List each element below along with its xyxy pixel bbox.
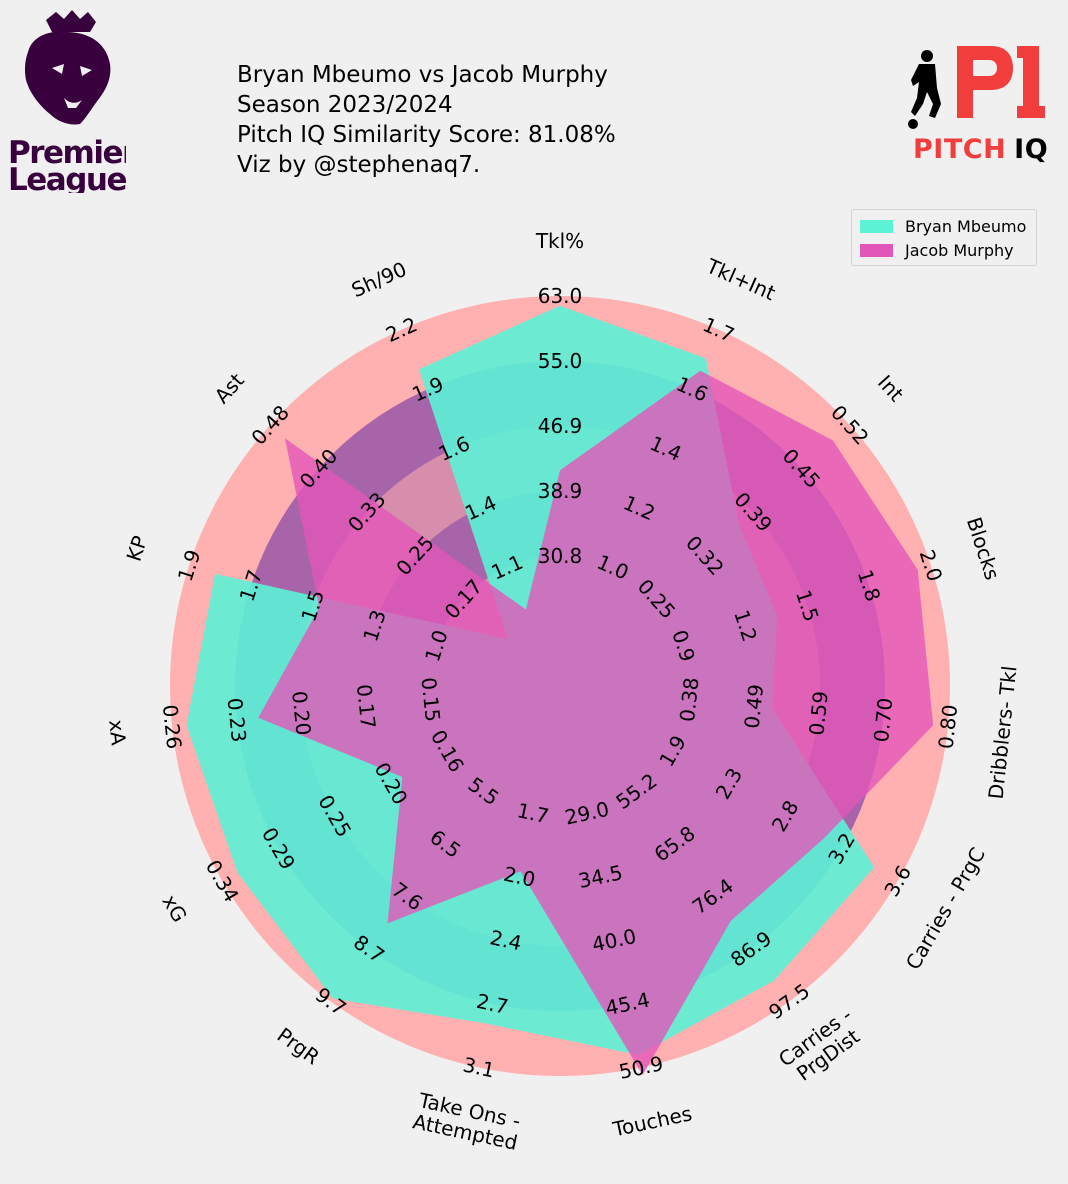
param-label-line: Blocks [962, 514, 1005, 583]
param-label-prgr: PrgR [273, 1023, 325, 1070]
brand-name-text: PITCH IQ [913, 134, 1048, 165]
param-label-line: Int [873, 370, 909, 406]
param-label-dribblers-tkl: Dribblers- Tkl [984, 665, 1022, 801]
param-label-line: KP [121, 533, 152, 564]
param-label-line: Touches [610, 1101, 694, 1141]
tick-label-xa-1: 0.15 [416, 676, 445, 723]
param-label-xa: xA [104, 719, 131, 747]
legend-label-mbeumo: Bryan Mbeumo [905, 216, 1027, 236]
param-label-line: Dribblers- Tkl [984, 665, 1022, 801]
tick-label-tkl-4: 55.0 [538, 349, 583, 373]
lion-head-icon [24, 31, 111, 125]
logo-league-text: League [8, 162, 126, 193]
logo-premier-text: Premier [8, 135, 126, 171]
tick-label-tkl-3: 46.9 [538, 414, 583, 438]
param-label-take-ons-attempted: Take Ons -Attempted [411, 1088, 525, 1155]
tick-label-dribblers-tkl-3: 0.59 [804, 690, 833, 737]
param-label-blocks: Blocks [962, 514, 1005, 583]
title-similarity: Pitch IQ Similarity Score: 81.08% [237, 122, 616, 148]
legend-swatch-mbeumo [860, 219, 893, 233]
tick-label-dribblers-tkl-2: 0.49 [740, 683, 769, 730]
chart-title: Bryan Mbeumo vs Jacob Murphy Season 2023… [237, 60, 616, 180]
param-label-line: Ast [210, 368, 249, 408]
param-label-line: Carries - PrgC [901, 843, 990, 973]
title-credit: Viz by @stephenaq7. [237, 152, 481, 178]
pitch-iq-logo: PITCH IQ [908, 46, 1048, 165]
title-players: Bryan Mbeumo vs Jacob Murphy [237, 62, 608, 88]
legend-swatch-murphy [860, 243, 893, 257]
param-label-sh-90: Sh/90 [348, 257, 410, 302]
tick-label-tkl-5: 63.0 [538, 284, 583, 308]
param-label-line: Tkl+Int [702, 253, 779, 305]
tick-label-dribblers-tkl-1: 0.38 [675, 676, 704, 723]
tick-label-take-ons-attempted-5: 3.1 [461, 1052, 497, 1082]
footballer-silhouette-icon [908, 50, 941, 129]
param-label-kp: KP [121, 533, 152, 564]
tick-label-tkl-1: 30.8 [538, 544, 583, 568]
param-label-line: Sh/90 [348, 257, 410, 302]
tick-label-dribblers-tkl-5: 0.80 [934, 703, 963, 750]
tick-label-xa-5: 0.26 [158, 703, 187, 750]
param-label-tkl-int: Tkl+Int [702, 253, 779, 305]
series-polygon-jacob-murphy [258, 370, 934, 1076]
brand-pitch-text: PITCH [913, 134, 1006, 165]
pi-mark-icon [957, 46, 1045, 118]
tick-label-xa-3: 0.20 [287, 690, 316, 737]
param-label-xg: xG [157, 891, 191, 927]
brand-iq-text: IQ [1014, 134, 1048, 165]
title-season: Season 2023/2024 [237, 92, 453, 118]
param-label-line: PrgR [273, 1023, 325, 1070]
tick-label-tkl-2: 38.9 [538, 479, 583, 503]
tick-label-xa-2: 0.17 [352, 683, 381, 730]
param-label-line: xG [157, 891, 191, 927]
param-label-touches: Touches [610, 1101, 694, 1141]
param-label-line: xA [104, 719, 131, 747]
tick-label-dribblers-tkl-4: 0.70 [869, 697, 898, 744]
lion-crown-icon [46, 10, 96, 32]
premier-league-logo: Premier League [8, 10, 126, 193]
legend-item-jacob-murphy: Jacob Murphy [860, 238, 1028, 262]
param-label-ast: Ast [210, 368, 249, 408]
param-label-carries-prgc: Carries - PrgC [901, 843, 990, 973]
legend-label-murphy: Jacob Murphy [905, 240, 1014, 260]
legend: Bryan Mbeumo Jacob Murphy [851, 209, 1037, 266]
tick-label-xa-4: 0.23 [223, 697, 252, 744]
param-label-line: Tkl% [535, 229, 584, 253]
param-label-int: Int [873, 370, 909, 406]
param-label-tkl: Tkl% [535, 229, 584, 253]
legend-item-bryan-mbeumo: Bryan Mbeumo [860, 214, 1028, 238]
